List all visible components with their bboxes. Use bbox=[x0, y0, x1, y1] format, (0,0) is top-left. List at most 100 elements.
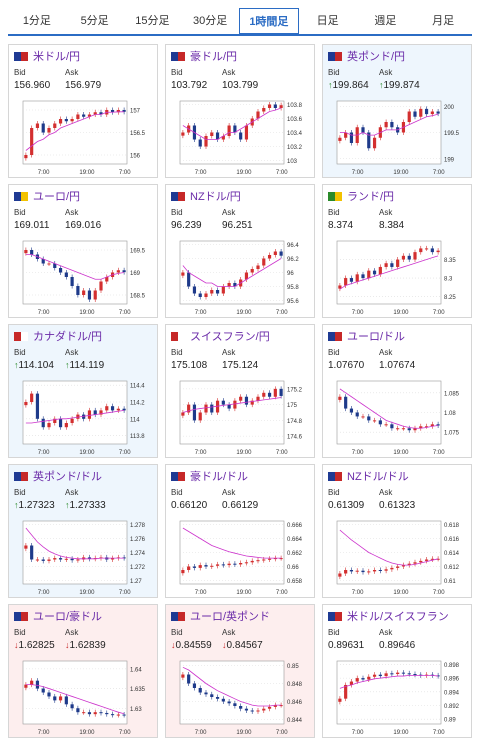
mini-chart[interactable]: 1.64 1.635 1.63 7:00 19:00 7:00 bbox=[15, 658, 153, 736]
pair-name[interactable]: 英ポンド/ドル bbox=[33, 471, 103, 483]
ask-label: Ask bbox=[379, 488, 393, 497]
x-tick-label: 7:00 bbox=[276, 590, 288, 596]
flag-icon bbox=[328, 611, 342, 621]
pair-name[interactable]: ユーロ/円 bbox=[33, 191, 81, 203]
candle bbox=[204, 404, 208, 413]
rate-card[interactable]: ユーロ/ドル Bid Ask 1.07670 1.07674 1.085 1.08 1.075… bbox=[322, 324, 472, 458]
pair-name[interactable]: 豪ドル/円 bbox=[190, 51, 238, 63]
rate-card[interactable]: NZドル/ドル Bid Ask 0.61309 0.61323 0.618 0.616 0.6… bbox=[322, 464, 472, 598]
tab-0[interactable]: 1分足 bbox=[22, 15, 51, 27]
candle bbox=[204, 293, 208, 297]
candle bbox=[384, 424, 388, 426]
candle bbox=[64, 423, 68, 428]
x-tick-label: 7:00 bbox=[276, 170, 288, 176]
y-tick-label: 0.612 bbox=[444, 565, 460, 571]
candle bbox=[76, 114, 80, 119]
mini-chart[interactable]: 169.5 169 168.5 7:00 19:00 7:00 bbox=[15, 238, 153, 316]
y-tick-label: 1.272 bbox=[130, 565, 146, 571]
bid-number: 1.27323 bbox=[18, 500, 55, 511]
mini-chart[interactable]: 103.8 103.6 103.4 103.2 103 7:00 19:00 7:00 bbox=[172, 98, 310, 176]
candle bbox=[41, 688, 45, 693]
tab-7[interactable]: 月足 bbox=[432, 15, 455, 27]
tab-4[interactable]: 1時間足 bbox=[239, 8, 299, 36]
candle bbox=[338, 137, 342, 141]
rate-card[interactable]: ユーロ/豪ドル Bid Ask ↓1.62825 ↓1.62839 1.64 1.635 1.… bbox=[8, 604, 158, 738]
tab-2[interactable]: 15分足 bbox=[135, 15, 170, 27]
mini-chart[interactable]: 175.2 175 174.8 174.6 7:00 19:00 7:00 bbox=[172, 378, 310, 456]
rate-card[interactable]: 豪ドル/ドル Bid Ask 0.66120 0.66129 0.666 0.664 0.66… bbox=[165, 464, 315, 598]
mini-chart[interactable]: 1.085 1.08 1.075 7:00 19:00 7:00 bbox=[329, 378, 467, 456]
rate-card-header: ユーロ/円 bbox=[14, 189, 80, 203]
moving-average-line bbox=[339, 529, 439, 566]
pair-name[interactable]: スイスフラン/円 bbox=[190, 331, 270, 343]
tab-6[interactable]: 週足 bbox=[374, 15, 397, 27]
pair-name[interactable]: NZドル/円 bbox=[190, 191, 241, 203]
moving-average-line bbox=[182, 107, 282, 140]
rate-card[interactable]: ユーロ/英ポンド Bid Ask ↓0.84559 ↓0.84567 0.85 0.848 0… bbox=[165, 604, 315, 738]
candle bbox=[116, 110, 120, 113]
ask-number: 1.07674 bbox=[379, 360, 416, 371]
candle bbox=[58, 119, 63, 124]
rate-card[interactable]: 米ドル/スイスフラン Bid Ask 0.89631 0.89646 0.898 0.896… bbox=[322, 604, 472, 738]
rate-card[interactable]: ランド/円 Bid Ask 8.374 8.384 8.35 8.3 8.25 7:00 19:0… bbox=[322, 184, 472, 318]
mini-chart[interactable]: 0.666 0.664 0.662 0.66 0.658 7:00 19:00 7:00 bbox=[172, 518, 310, 596]
candle bbox=[233, 400, 237, 409]
bid-label: Bid bbox=[171, 628, 183, 637]
rate-card[interactable]: 米ドル/円 Bid Ask 156.960 156.979 157 156.5 156 7:00… bbox=[8, 44, 158, 178]
pair-name[interactable]: ユーロ/英ポンド bbox=[190, 611, 271, 623]
x-tick-label: 7:00 bbox=[352, 730, 364, 736]
mini-chart[interactable]: 1.278 1.276 1.274 1.272 1.27 7:00 19:00 7:00 bbox=[15, 518, 153, 596]
bid-number: 0.66120 bbox=[171, 500, 208, 511]
pair-name[interactable]: NZドル/ドル bbox=[347, 471, 409, 483]
candle bbox=[82, 414, 86, 419]
mini-chart[interactable]: 96.4 96.2 96 95.8 95.6 7:00 19:00 7:00 bbox=[172, 238, 310, 316]
x-tick-label: 7:00 bbox=[38, 730, 50, 736]
rate-card[interactable]: ユーロ/円 Bid Ask 169.011 169.016 169.5 169 168.5 7:… bbox=[8, 184, 158, 318]
pair-name[interactable]: ランド/円 bbox=[347, 191, 395, 203]
bid-number: 1.07670 bbox=[328, 360, 365, 371]
candle bbox=[24, 684, 28, 688]
moving-average-line bbox=[182, 258, 282, 287]
pair-name[interactable]: カナダドル/円 bbox=[33, 331, 103, 343]
mini-chart[interactable]: 157 156.5 156 7:00 19:00 7:00 bbox=[15, 98, 153, 176]
tab-5[interactable]: 日足 bbox=[316, 15, 339, 27]
rate-card-header: ユーロ/英ポンド bbox=[171, 609, 270, 623]
pair-name[interactable]: ユーロ/豪ドル bbox=[33, 611, 103, 623]
candle bbox=[384, 569, 388, 571]
x-tick-label: 19:00 bbox=[393, 310, 409, 316]
mini-chart[interactable]: 8.35 8.3 8.25 7:00 19:00 7:00 bbox=[329, 238, 467, 316]
rate-card[interactable]: スイスフラン/円 Bid Ask 175.108 175.124 175.2 175 174.… bbox=[165, 324, 315, 458]
rate-card[interactable]: 英ポンド/円 Bid Ask ↑199.864 ↑199.874 200 199.5 199 7… bbox=[322, 44, 472, 178]
tab-3[interactable]: 30分足 bbox=[193, 15, 228, 27]
candle bbox=[367, 571, 371, 573]
candle bbox=[70, 119, 74, 122]
mini-chart[interactable]: 0.618 0.616 0.614 0.612 0.61 7:00 19:00 7:00 bbox=[329, 518, 467, 596]
mini-chart[interactable]: 114.4 114.2 114 113.8 7:00 19:00 7:00 bbox=[15, 378, 153, 456]
candle bbox=[227, 404, 231, 409]
rate-card[interactable]: カナダドル/円 Bid Ask ↑114.104 ↑114.119 114.4 114.2 1… bbox=[8, 324, 158, 458]
candle bbox=[279, 388, 283, 396]
ask-value: ↓0.84567 bbox=[222, 640, 263, 651]
candle bbox=[349, 132, 354, 143]
rate-card[interactable]: NZドル/円 Bid Ask 96.239 96.251 96.4 96.2 96 95.8 95… bbox=[165, 184, 315, 318]
moving-average-line bbox=[339, 113, 439, 136]
candle bbox=[413, 562, 417, 564]
pair-name[interactable]: 英ポンド/円 bbox=[347, 51, 406, 63]
candle bbox=[250, 400, 254, 405]
rate-card[interactable]: 英ポンド/ドル Bid Ask ↑1.27323 ↑1.27333 1.278 1.276 1… bbox=[8, 464, 158, 598]
pair-name[interactable]: 米ドル/スイスフラン bbox=[347, 611, 449, 623]
pair-name[interactable]: 豪ドル/ドル bbox=[190, 471, 249, 483]
candle bbox=[198, 139, 202, 147]
mini-chart[interactable]: 0.85 0.848 0.846 0.844 7:00 19:00 7:00 bbox=[172, 658, 310, 736]
tab-1[interactable]: 5分足 bbox=[80, 15, 109, 27]
mini-chart[interactable]: 0.898 0.896 0.894 0.892 0.89 7:00 19:00 7:00 bbox=[329, 658, 467, 736]
pair-name[interactable]: 米ドル/円 bbox=[33, 51, 81, 63]
y-tick-label: 1.274 bbox=[130, 551, 146, 557]
candle bbox=[181, 570, 185, 574]
rate-card[interactable]: 豪ドル/円 Bid Ask 103.792 103.799 103.8 103.6 103.4… bbox=[165, 44, 315, 178]
mini-chart[interactable]: 200 199.5 199 7:00 19:00 7:00 bbox=[329, 98, 467, 176]
candle bbox=[64, 696, 68, 705]
pair-name[interactable]: ユーロ/ドル bbox=[347, 331, 406, 343]
candle bbox=[192, 404, 197, 421]
bid-value: 8.374 bbox=[328, 220, 353, 231]
